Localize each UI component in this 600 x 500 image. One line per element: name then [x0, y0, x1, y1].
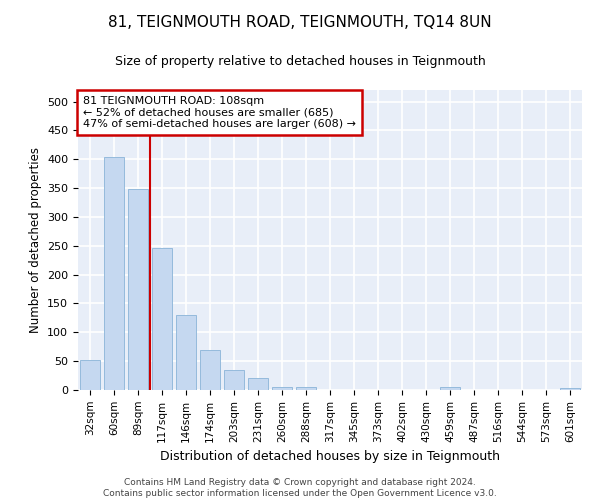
Bar: [152, 248, 172, 390]
Bar: [224, 370, 244, 390]
Bar: [560, 388, 580, 390]
Text: Contains HM Land Registry data © Crown copyright and database right 2024.
Contai: Contains HM Land Registry data © Crown c…: [103, 478, 497, 498]
Bar: [80, 360, 100, 390]
Text: 81 TEIGNMOUTH ROAD: 108sqm
← 52% of detached houses are smaller (685)
47% of sem: 81 TEIGNMOUTH ROAD: 108sqm ← 52% of deta…: [83, 96, 356, 129]
Bar: [248, 378, 268, 390]
Bar: [200, 350, 220, 390]
Bar: [128, 189, 148, 390]
Y-axis label: Number of detached properties: Number of detached properties: [29, 147, 41, 333]
Text: 81, TEIGNMOUTH ROAD, TEIGNMOUTH, TQ14 8UN: 81, TEIGNMOUTH ROAD, TEIGNMOUTH, TQ14 8U…: [108, 15, 492, 30]
Bar: [440, 387, 460, 390]
Text: Size of property relative to detached houses in Teignmouth: Size of property relative to detached ho…: [115, 55, 485, 68]
X-axis label: Distribution of detached houses by size in Teignmouth: Distribution of detached houses by size …: [160, 450, 500, 463]
Bar: [104, 158, 124, 390]
Bar: [176, 315, 196, 390]
Bar: [296, 387, 316, 390]
Bar: [272, 386, 292, 390]
